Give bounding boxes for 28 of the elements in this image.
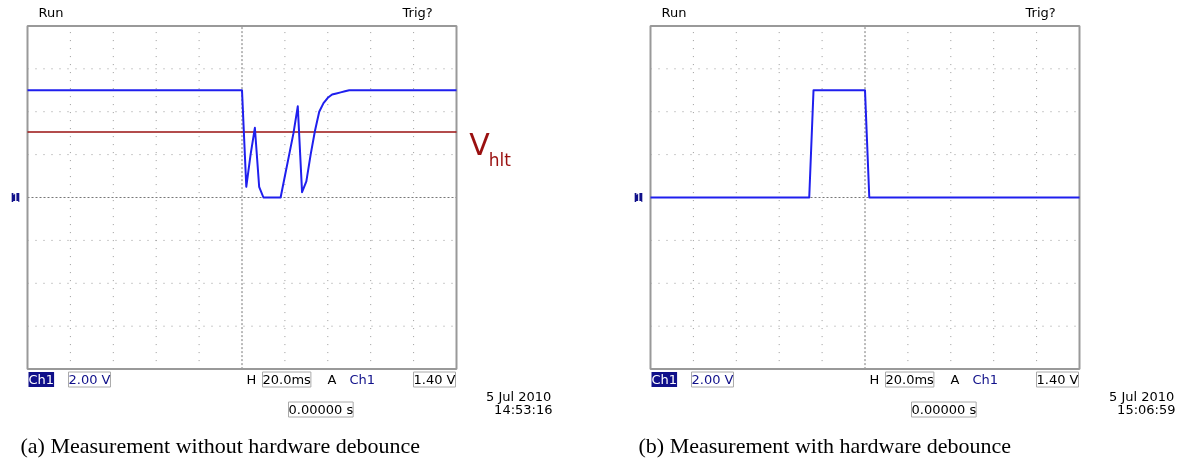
text: (b) Measurement with hardware debounce <box>638 433 1012 458</box>
text: A <box>950 372 960 387</box>
text: 1 <box>11 191 20 205</box>
text: 1.40 V <box>413 372 456 387</box>
text: 20.0ms <box>262 372 312 387</box>
text: A <box>327 372 337 387</box>
text: Trig? <box>401 5 433 20</box>
text: 5 Jul 2010 <box>486 389 552 404</box>
text: H <box>246 372 257 387</box>
text: 1 <box>634 191 643 205</box>
text: 0.00000 s <box>288 402 354 417</box>
text: Ch1 <box>972 372 999 387</box>
text: 1.40 V <box>1036 372 1079 387</box>
text: Run <box>661 5 687 20</box>
text: Trig? <box>1024 5 1056 20</box>
text: 0.00000 s <box>911 402 977 417</box>
text: Ch1 <box>651 372 678 387</box>
text: 14:53:16 <box>494 402 553 417</box>
text: Ch1 <box>349 372 376 387</box>
text: Run <box>38 5 64 20</box>
text: H <box>869 372 880 387</box>
text: (a) Measurement without hardware debounce <box>20 433 421 458</box>
text: 2.00 V <box>68 372 111 387</box>
text: 5 Jul 2010 <box>1109 389 1175 404</box>
text: Ch1 <box>28 372 55 387</box>
text: 20.0ms <box>885 372 935 387</box>
text: 15:06:59 <box>1117 402 1176 417</box>
text: 2.00 V <box>691 372 734 387</box>
